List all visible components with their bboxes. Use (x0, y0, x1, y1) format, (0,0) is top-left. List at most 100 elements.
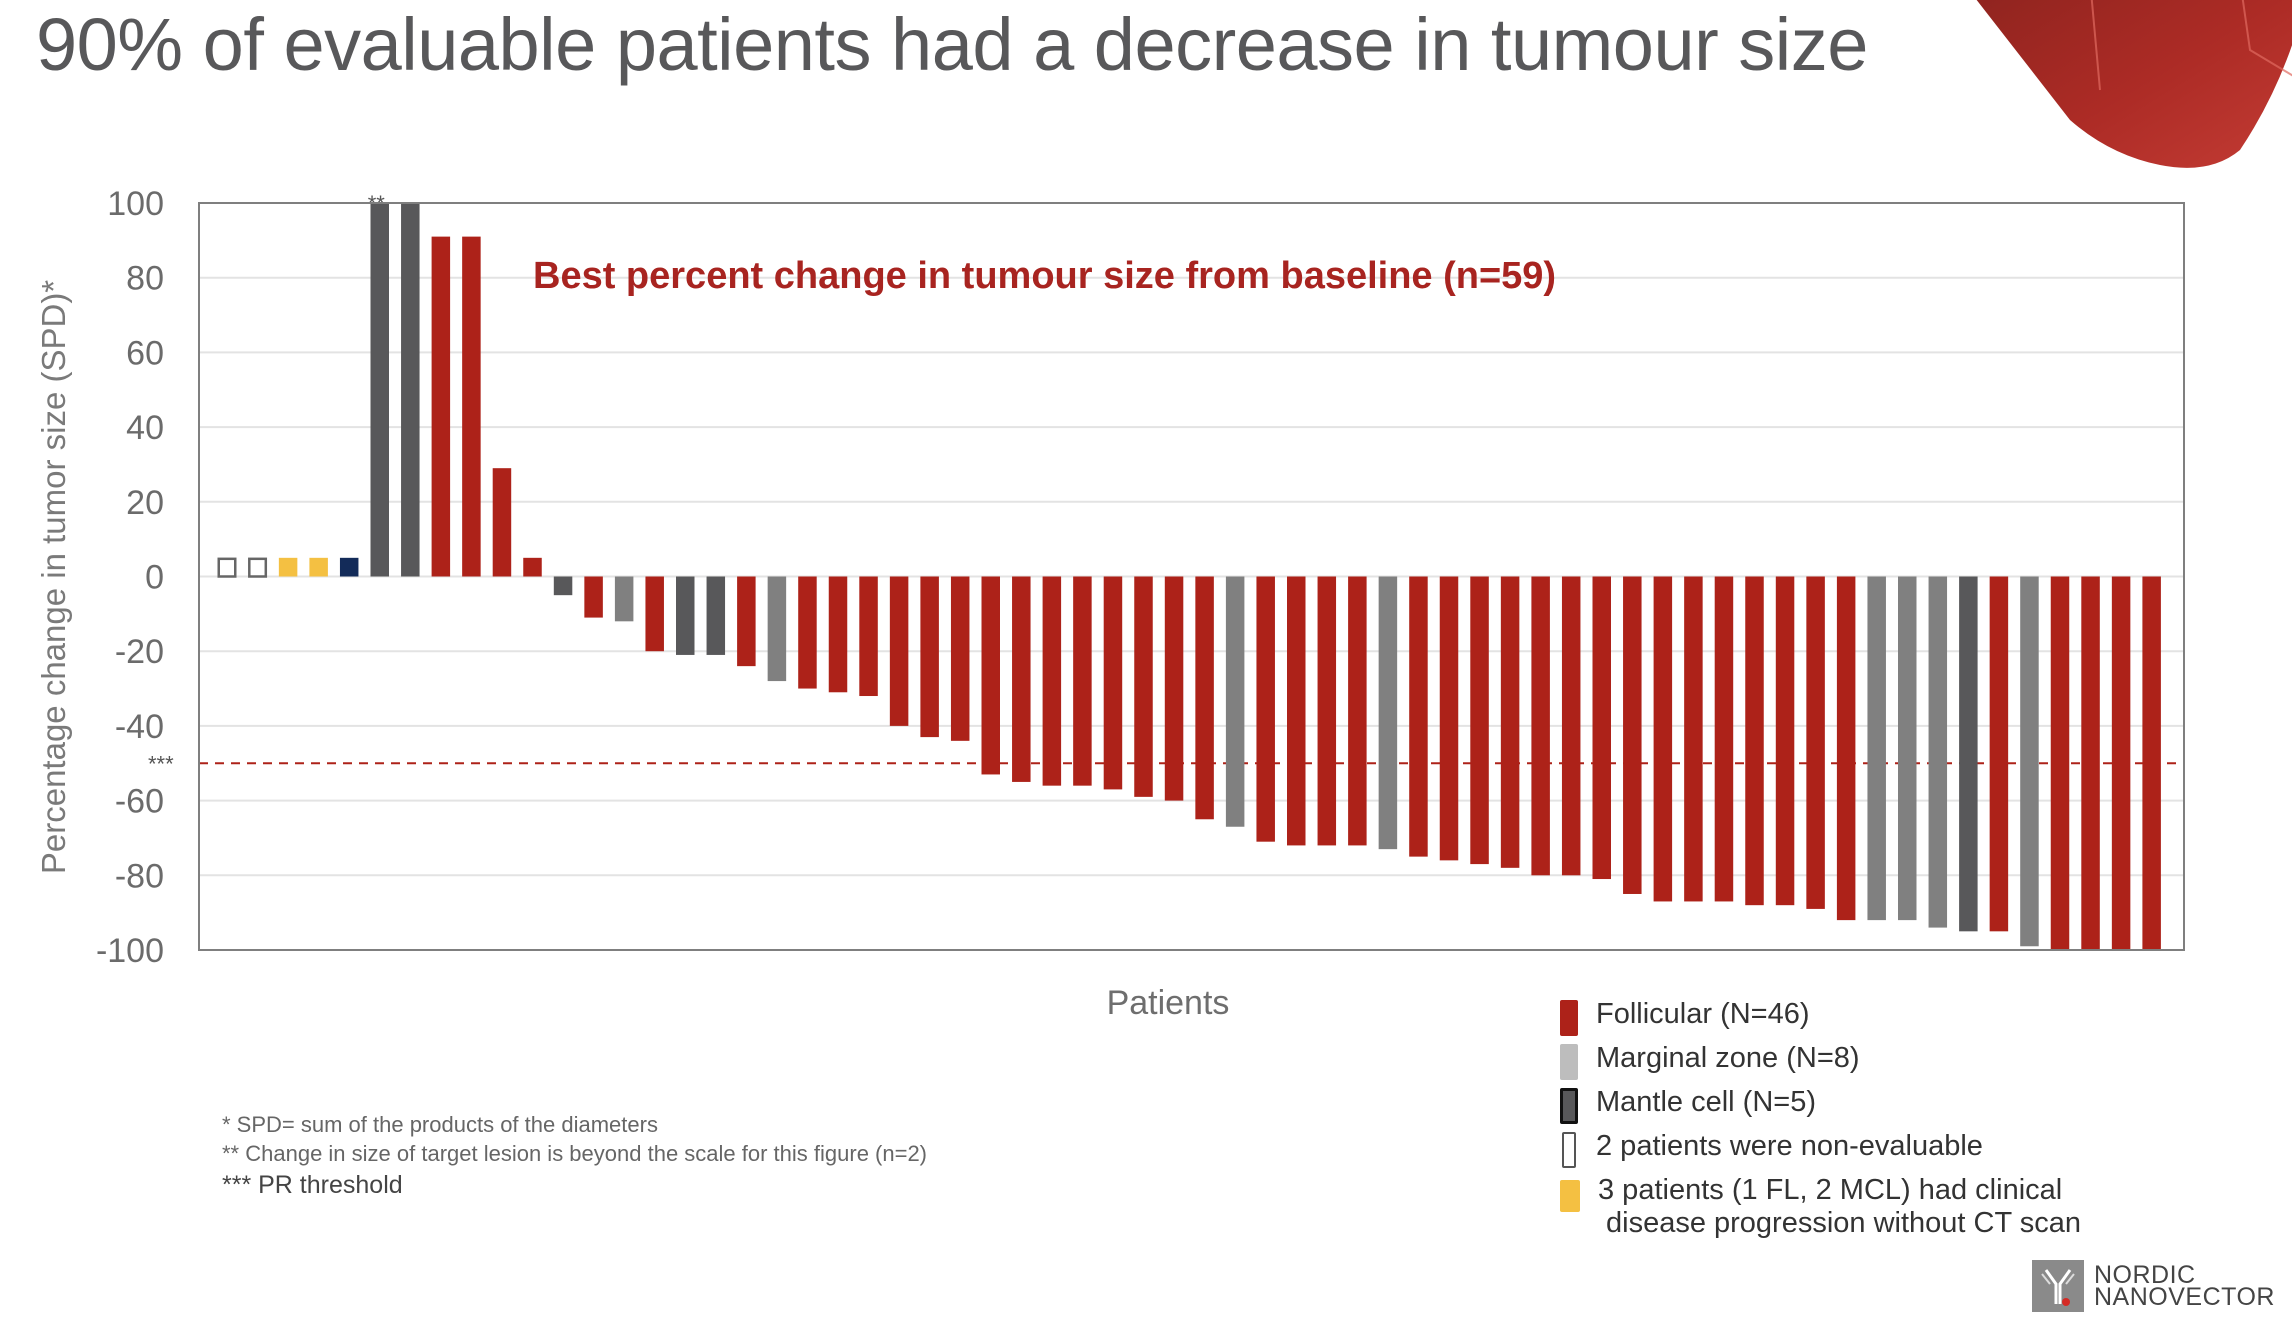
bar-follicular (1256, 576, 1275, 842)
bar-follicular (889, 576, 909, 726)
bar-follicular (1042, 576, 1062, 786)
bar-follicular (1439, 576, 1459, 861)
bar-follicular (737, 576, 756, 667)
legend-swatch-nonevaluable (1562, 1132, 1576, 1168)
marker-progression (278, 557, 298, 577)
bar-follicular (1714, 576, 1734, 902)
bar-follicular (1775, 576, 1795, 906)
bar-marginal (767, 576, 787, 682)
bar-marginal (1928, 576, 1948, 928)
bar-follicular (2111, 576, 2131, 950)
legend-label: 3 patients (1 FL, 2 MCL) had clinical (1598, 1174, 2063, 1206)
bar-marginal (1867, 576, 1886, 921)
bar-follicular (1592, 576, 1611, 880)
bar-mantle (1959, 576, 1978, 932)
footnote-spd: * SPD= sum of the products of the diamet… (222, 1112, 658, 1137)
bar-follicular (2050, 576, 2070, 950)
corner-decoration (1976, 0, 2292, 168)
y-tick-label: 20 (126, 484, 164, 522)
bar-follicular (431, 236, 451, 577)
legend-item-progression: 3 patients (1 FL, 2 MCL) had clinical di… (1560, 1174, 2081, 1254)
legend-item-mantle: Mantle cell (N=5) (1560, 1086, 2081, 1130)
bar-follicular (1470, 576, 1489, 865)
bar-follicular (1195, 576, 1214, 820)
marker-navy (339, 557, 359, 577)
bar-follicular (798, 576, 817, 689)
bar-marginal (1378, 576, 1398, 850)
bar-follicular (462, 236, 481, 577)
logo-line1: NORDIC (2094, 1261, 2196, 1289)
footnote-pr-threshold: *** PR threshold (222, 1171, 403, 1199)
legend-label: 2 patients were non-evaluable (1596, 1130, 1983, 1162)
x-axis-label: Patients (1107, 984, 1230, 1022)
legend-label: Mantle cell (N=5) (1596, 1086, 1816, 1118)
bar-follicular (950, 576, 970, 741)
bar-follicular (1073, 576, 1092, 786)
bar-follicular (584, 576, 603, 618)
bar-follicular (920, 576, 939, 738)
y-tick-label: -20 (115, 633, 164, 671)
legend-item-follicular: Follicular (N=46) (1560, 998, 2081, 1042)
y-tick-label: 60 (126, 334, 164, 372)
bar-follicular (1836, 576, 1856, 921)
bar-mantle (706, 576, 726, 655)
bar-follicular (1684, 576, 1703, 902)
antibody-icon (2032, 1260, 2084, 1312)
y-tick-label: 0 (145, 559, 164, 597)
y-tick-label: -100 (96, 932, 164, 970)
legend-label: Marginal zone (N=8) (1596, 1042, 1860, 1074)
y-tick-label: -80 (115, 857, 164, 895)
legend-swatch-follicular (1560, 1000, 1578, 1036)
slide-title: 90% of evaluable patients had a decrease… (36, 3, 1868, 86)
bar-follicular (1164, 576, 1184, 801)
bar-follicular (523, 557, 542, 577)
y-tick-label: -60 (115, 783, 164, 821)
threshold-label: *** (148, 751, 174, 776)
y-tick-label: 80 (126, 260, 164, 298)
marker-nonevaluable (217, 557, 237, 578)
bar-follicular (1806, 576, 1825, 909)
footnote-beyond-scale: ** Change in size of target lesion is be… (222, 1141, 928, 1166)
bar-follicular (1103, 576, 1123, 790)
legend: Follicular (N=46) Marginal zone (N=8) Ma… (1560, 998, 2081, 1254)
bar-follicular (492, 468, 512, 577)
bar-follicular (981, 576, 1000, 775)
bar-mantle (401, 203, 420, 577)
bar-follicular (1653, 576, 1673, 902)
y-tick-label: -40 (115, 708, 164, 746)
legend-swatch-mantle (1560, 1088, 1578, 1124)
y-tick-label: 40 (126, 409, 164, 447)
bar-follicular (2081, 576, 2100, 950)
legend-item-marginal: Marginal zone (N=8) (1560, 1042, 2081, 1086)
bar-follicular (1531, 576, 1550, 876)
bar-marginal (1225, 576, 1245, 827)
bar-marginal (614, 576, 634, 622)
chart-title: Best percent change in tumour size from … (533, 255, 1556, 297)
bar-follicular (1287, 576, 1306, 846)
bar-follicular (645, 576, 664, 652)
footnotes: * SPD= sum of the products of the diamet… (222, 1110, 927, 1200)
bar-follicular (1989, 576, 2009, 932)
bar-mantle (370, 203, 389, 577)
bar-marginal (2020, 576, 2039, 947)
bar-follicular (1409, 576, 1428, 857)
bar-follicular (1317, 576, 1337, 846)
bar-follicular (1348, 576, 1367, 846)
legend-swatch-progression (1560, 1180, 1580, 1212)
legend-swatch-marginal (1560, 1044, 1578, 1080)
bar-follicular (1134, 576, 1153, 797)
legend-label: Follicular (N=46) (1596, 998, 1810, 1030)
bar-mantle (553, 576, 573, 596)
bar-marginal (1898, 576, 1917, 921)
bar-follicular (828, 576, 848, 693)
legend-label-line2: disease progression without CT scan (1606, 1207, 2081, 1239)
bar-follicular (1623, 576, 1642, 894)
plot-frame (198, 202, 2185, 951)
y-tick-label: 100 (107, 185, 164, 223)
legend-item-nonevaluable: 2 patients were non-evaluable (1560, 1130, 2081, 1174)
bars (217, 203, 2161, 950)
logo-line2: NANOVECTOR (2094, 1283, 2275, 1311)
y-axis-label: Percentage change in tumor size (SPD)* (35, 280, 72, 874)
bar-follicular (2142, 576, 2161, 950)
